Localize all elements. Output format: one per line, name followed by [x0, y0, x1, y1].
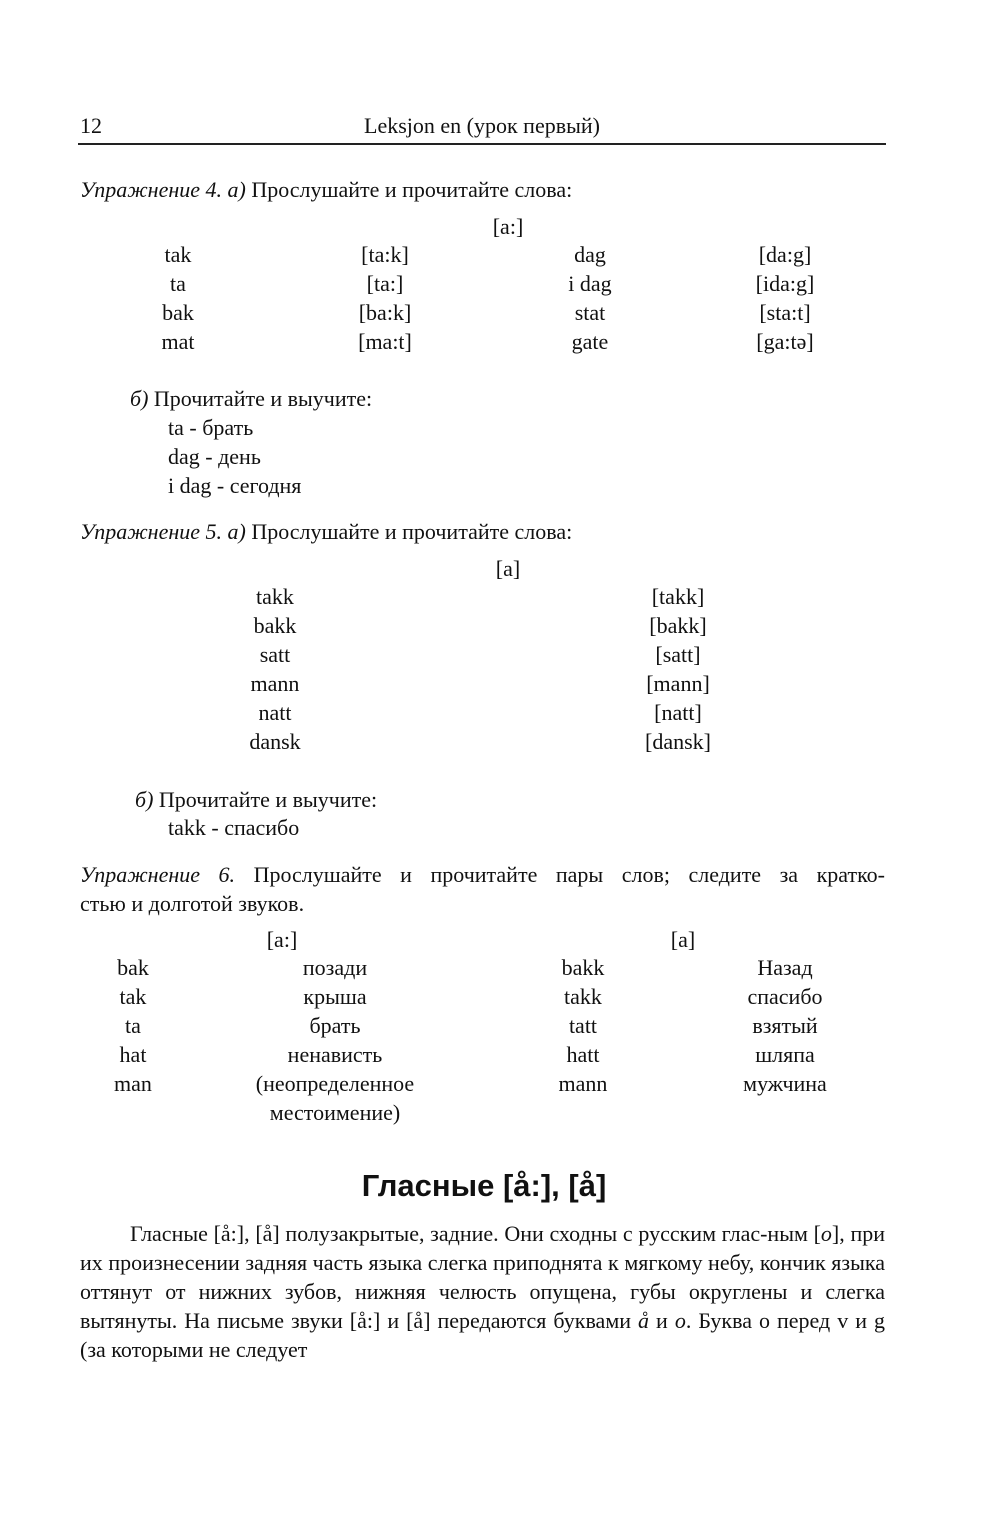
ex6-sound-long: [a:] — [266, 927, 298, 952]
table-cell: взятый — [752, 1013, 818, 1038]
ex4-heading: Упражнение 4. а) Прослушайте и прочитайт… — [80, 176, 572, 204]
table-cell: [natt] — [654, 700, 702, 725]
table-cell: tatt — [568, 1013, 598, 1038]
ex4-sound: [a:] — [492, 214, 524, 239]
text-run: å — [638, 1308, 650, 1333]
table-cell: gate — [571, 329, 609, 354]
section-paragraph: Гласные [å:], [å] полузакрытые, задние. … — [80, 1219, 885, 1364]
ex5-label: Упражнение 5. а) — [80, 519, 246, 544]
table-cell: mat — [161, 329, 195, 354]
ex6-label: Упражнение 6. — [80, 862, 236, 887]
table-cell: [ba:k] — [358, 300, 412, 325]
ex6-sound-short: [a] — [670, 927, 696, 952]
header-rule — [78, 143, 886, 145]
table-cell: stat — [574, 300, 606, 325]
table-cell: [bakk] — [649, 613, 707, 638]
list-item: ta - брать — [168, 415, 254, 440]
table-cell: mann — [250, 671, 300, 696]
table-cell: [ida:g] — [755, 271, 815, 296]
ex5-b-label: б) — [135, 787, 154, 812]
ex4-label: Упражнение 4. а) — [80, 177, 246, 202]
table-cell: брать — [309, 1013, 361, 1038]
page-number: 12 — [80, 113, 102, 138]
table-cell: [ta:] — [366, 271, 404, 296]
list-item: dag - день — [168, 444, 261, 469]
table-cell: [sta:t] — [759, 300, 811, 325]
text-run: о — [674, 1308, 686, 1333]
table-cell: tak — [164, 242, 192, 267]
ex6-instruction: Прослушайте и прочитайте пары слов; след… — [235, 862, 885, 887]
table-cell: i dag — [568, 271, 612, 296]
table-cell: местоимение) — [269, 1100, 401, 1125]
list-item: i dag - сегодня — [168, 473, 302, 498]
text-run: . Буква о перед v и g (за которыми не сл… — [80, 1308, 885, 1362]
table-cell: bakk — [253, 613, 297, 638]
table-cell: hatt — [566, 1042, 600, 1067]
table-cell: bak — [162, 300, 194, 325]
table-cell: hat — [119, 1042, 147, 1067]
table-cell: bakk — [561, 955, 605, 980]
table-cell: позади — [302, 955, 368, 980]
table-cell: dansk — [249, 729, 301, 754]
table-cell: ta — [170, 271, 186, 296]
table-cell: [dansk] — [645, 729, 711, 754]
table-cell: [mann] — [646, 671, 710, 696]
table-cell: [ga:tə] — [756, 329, 814, 354]
table-cell: крыша — [303, 984, 367, 1009]
text-run: и — [649, 1308, 675, 1333]
table-cell: [ta:k] — [361, 242, 409, 267]
table-cell: takk — [256, 584, 294, 609]
section-heading: Гласные [å:], [å] — [361, 1168, 607, 1203]
table-cell: mann — [558, 1071, 608, 1096]
ex5-b-instruction: Прочитайте и выучите: — [153, 787, 378, 812]
list-item: takk - спасибо — [168, 815, 300, 840]
text-run: Гласные [å:], [å] полузакрытые, задние. … — [130, 1221, 821, 1246]
table-cell: takk — [564, 984, 602, 1009]
table-cell: satt — [259, 642, 291, 667]
running-header: Leksjon en (урок первый) — [364, 113, 600, 138]
ex6-instruction-cont: стью и долготой звуков. — [80, 891, 305, 916]
table-cell: Назад — [757, 955, 813, 980]
text-run: ], при их произнесении задняя часть язык… — [80, 1221, 885, 1333]
table-cell: tak — [119, 984, 147, 1009]
table-cell: мужчина — [743, 1071, 827, 1096]
ex4-b-heading: б) Прочитайте и выучите: — [130, 385, 372, 413]
ex6-heading: Упражнение 6. Прослушайте и прочитайте п… — [80, 861, 885, 889]
table-cell: [ma:t] — [358, 329, 412, 354]
table-cell: спасибо — [747, 984, 823, 1009]
ex4-b-label: б) — [130, 386, 149, 411]
table-cell: ненависть — [287, 1042, 383, 1067]
table-cell: [satt] — [655, 642, 701, 667]
ex5-sound: [a] — [495, 556, 521, 581]
table-cell: (неопределенное — [255, 1071, 415, 1096]
table-cell: [takk] — [651, 584, 705, 609]
ex4-instruction: Прослушайте и прочитайте слова: — [245, 177, 573, 202]
table-cell: natt — [258, 700, 292, 725]
table-cell: dag — [574, 242, 606, 267]
table-cell: шляпа — [755, 1042, 815, 1067]
text-run: о — [820, 1221, 832, 1246]
table-cell: bak — [117, 955, 149, 980]
table-cell: [da:g] — [758, 242, 812, 267]
table-cell: man — [114, 1071, 152, 1096]
ex5-instruction: Прослушайте и прочитайте слова: — [245, 519, 573, 544]
ex5-heading: Упражнение 5. а) Прослушайте и прочитайт… — [80, 518, 572, 546]
table-cell: ta — [125, 1013, 141, 1038]
ex4-b-instruction: Прочитайте и выучите: — [148, 386, 373, 411]
ex5-b-heading: б) Прочитайте и выучите: — [135, 786, 377, 814]
